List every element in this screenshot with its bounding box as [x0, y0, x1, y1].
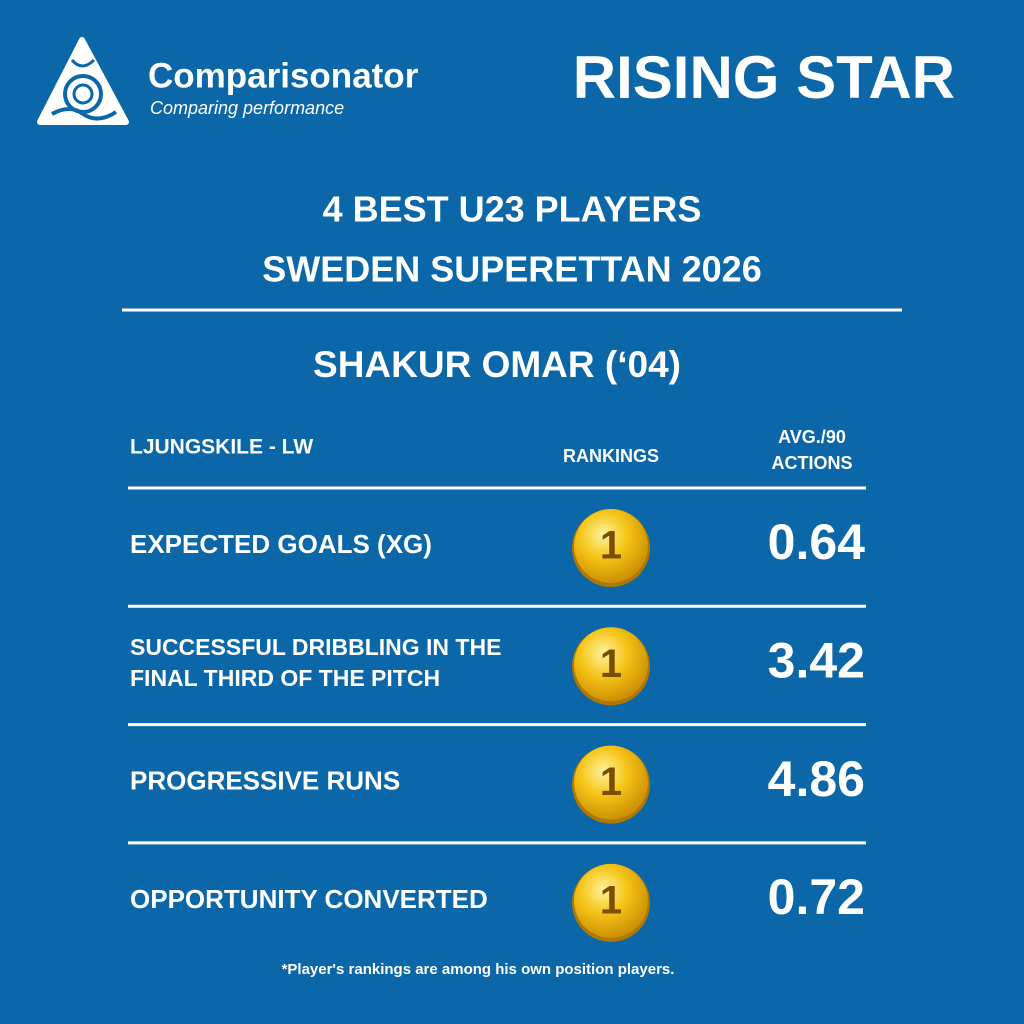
rank: 1 — [600, 878, 622, 922]
rank: 1 — [600, 524, 622, 568]
player-name: SHAKUR OMAR (‘04) — [313, 344, 681, 385]
medal-face — [574, 509, 648, 583]
title-line: 4 BEST U23 PLAYERS — [323, 189, 702, 230]
logo — [37, 37, 129, 125]
value-header: ACTIONS — [772, 453, 853, 473]
badge: RISING STAR — [573, 44, 955, 111]
metric-label: PROGRESSIVE RUNS — [130, 765, 400, 795]
medal-face — [574, 863, 648, 938]
medal-face — [574, 627, 648, 702]
metric-label: SUCCESSFUL DRIBBLING IN THE — [130, 634, 501, 660]
metric-label: OPPORTUNITY CONVERTED — [130, 884, 488, 914]
footnote: *Player's rankings are among his own pos… — [282, 961, 675, 978]
brand-name: Comparisonator — [148, 56, 419, 95]
metric-value: 0.64 — [768, 514, 866, 570]
metric-label: FINAL THIRD OF THE PITCH — [130, 665, 440, 691]
metric-value: 4.86 — [768, 751, 865, 807]
brand-tagline: Comparing performance — [150, 98, 344, 118]
medal-face — [574, 745, 648, 820]
rank: 1 — [600, 760, 622, 804]
value-header: AVG./90 — [778, 427, 846, 447]
rankings-header: RANKINGS — [563, 446, 659, 466]
metric-value: 0.72 — [768, 869, 865, 925]
team-position: LJUNGSKILE - LW — [130, 436, 313, 459]
title-line: SWEDEN SUPERETTAN 2026 — [262, 249, 761, 290]
rows: EXPECTED GOALS (XG) 1 0.64 SUCCESSFUL DRIBB… — [128, 486, 866, 942]
rank: 1 — [600, 642, 622, 686]
metric-label: EXPECTED GOALS (XG) — [130, 529, 432, 559]
metric-value: 3.42 — [768, 633, 865, 689]
